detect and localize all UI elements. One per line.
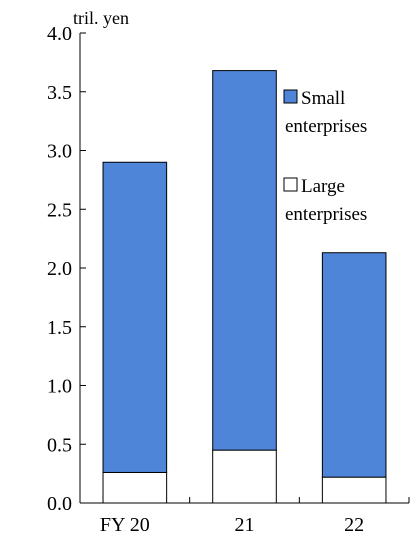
bar-segment <box>321 252 387 478</box>
y-tick-label: 4.0 <box>47 23 72 45</box>
y-tick-label: 1.0 <box>47 376 72 398</box>
bar-segment <box>102 161 168 473</box>
legend-swatch <box>283 89 298 104</box>
legend: Small enterprises Large enterprises <box>283 88 367 225</box>
y-tick-label: 1.5 <box>47 317 72 339</box>
legend-label-line: Small <box>301 88 345 109</box>
legend-label-line: enterprises <box>285 116 367 137</box>
legend-label: Large enterprises <box>285 176 367 225</box>
legend-label-line: enterprises <box>285 204 367 225</box>
x-tick-label: 22 <box>344 514 364 536</box>
y-tick-label: 0.0 <box>47 493 72 515</box>
y-axis: 0.0 0.5 1.0 1.5 2.0 2.5 3.0 3.5 4.0 <box>47 23 86 515</box>
legend-label: Small enterprises <box>285 88 367 137</box>
y-tick-label: 3.5 <box>47 82 72 104</box>
legend-swatch <box>283 177 298 192</box>
bar-segment <box>212 449 277 504</box>
y-tick-label: 2.0 <box>47 258 72 280</box>
bar-segment <box>102 471 168 504</box>
x-axis: FY 20 21 22 <box>79 497 410 536</box>
y-tick-label: 0.5 <box>47 434 72 456</box>
x-tick-label: 21 <box>235 514 255 536</box>
y-unit-label: tril. yen <box>73 8 129 28</box>
x-tick-label: FY 20 <box>100 514 150 536</box>
bar-segment <box>321 476 387 504</box>
y-tick-label: 2.5 <box>47 199 72 221</box>
legend-label-line: Large <box>301 176 345 197</box>
bar-segment <box>212 70 277 451</box>
y-tick-label: 3.0 <box>47 141 72 163</box>
